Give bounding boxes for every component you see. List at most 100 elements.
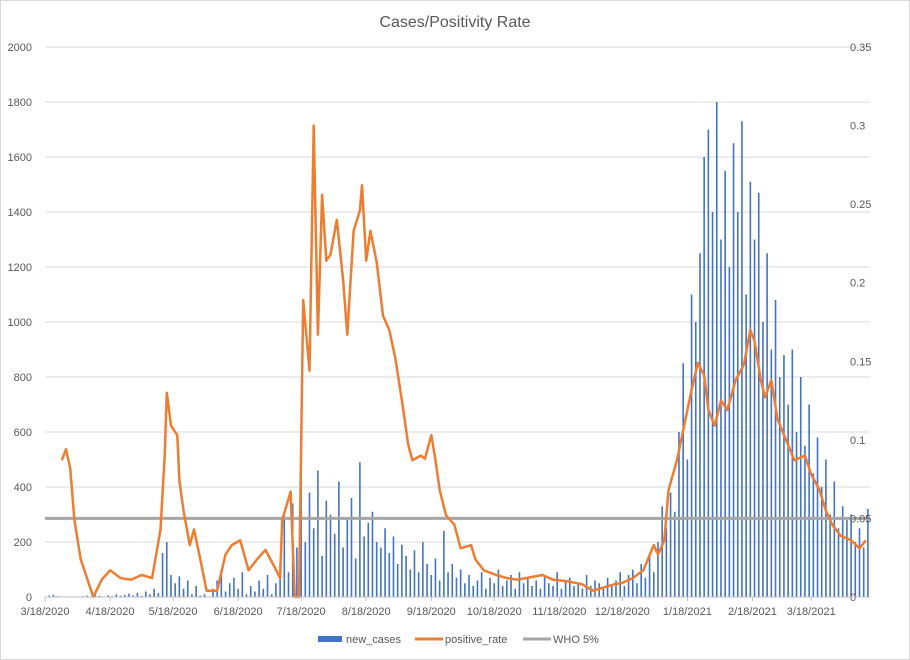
case-bar bbox=[665, 528, 668, 597]
case-bar bbox=[321, 555, 323, 597]
case-bar bbox=[556, 572, 559, 597]
case-bar bbox=[560, 588, 563, 597]
right-tick-label: 0.05 bbox=[850, 513, 871, 525]
case-bar bbox=[405, 555, 407, 597]
case-bar bbox=[657, 542, 659, 597]
case-bar bbox=[304, 542, 307, 597]
case-bar bbox=[258, 580, 260, 597]
case-bar bbox=[762, 322, 764, 597]
left-tick-label: 200 bbox=[14, 537, 32, 549]
case-bar bbox=[422, 542, 424, 597]
case-bar bbox=[275, 583, 277, 597]
case-bar bbox=[812, 473, 815, 597]
case-bar bbox=[749, 181, 752, 597]
case-bar bbox=[333, 533, 336, 597]
case-bar bbox=[153, 588, 155, 597]
x-tick-label: 6/18/2020 bbox=[214, 606, 263, 618]
case-bar bbox=[86, 595, 88, 597]
case-bar bbox=[694, 322, 697, 597]
case-bar bbox=[736, 212, 739, 597]
case-bar bbox=[539, 588, 542, 597]
case-bar bbox=[623, 586, 626, 597]
case-bar bbox=[363, 536, 365, 597]
x-tick-label: 3/18/2021 bbox=[787, 606, 836, 618]
case-bar bbox=[552, 586, 554, 597]
x-tick-label: 4/18/2020 bbox=[86, 606, 135, 618]
x-tick-label: 10/18/2020 bbox=[467, 606, 522, 618]
left-tick-label: 600 bbox=[14, 427, 32, 439]
case-bar bbox=[132, 595, 134, 597]
case-bar bbox=[699, 253, 701, 597]
case-bar bbox=[640, 564, 642, 597]
left-tick-label: 1600 bbox=[8, 152, 32, 164]
case-bar bbox=[636, 583, 638, 597]
case-bar bbox=[279, 564, 281, 597]
case-bar bbox=[195, 586, 197, 597]
case-bar bbox=[476, 580, 479, 597]
case-bar bbox=[858, 528, 861, 597]
case-bar bbox=[388, 553, 391, 597]
case-bar bbox=[409, 569, 412, 597]
case-bar bbox=[808, 404, 810, 597]
case-bar bbox=[854, 542, 857, 597]
legend-label-who: WHO 5% bbox=[553, 634, 599, 646]
legend-label-positive-rate: positive_rate bbox=[445, 634, 507, 646]
case-bar bbox=[359, 462, 361, 597]
case-bar bbox=[94, 594, 97, 597]
x-tick-label: 5/18/2020 bbox=[149, 606, 198, 618]
case-bar bbox=[569, 577, 571, 597]
case-bar bbox=[627, 575, 630, 597]
case-bar bbox=[741, 121, 743, 597]
case-bar bbox=[375, 542, 378, 597]
case-bar bbox=[590, 586, 592, 597]
case-bar bbox=[438, 580, 441, 597]
legend-label-new-cases: new_cases bbox=[346, 634, 402, 646]
case-bar bbox=[443, 531, 445, 597]
case-bar bbox=[392, 536, 395, 597]
case-bar bbox=[631, 569, 634, 597]
case-bar bbox=[254, 591, 256, 597]
case-bar bbox=[165, 542, 168, 597]
case-bar bbox=[212, 588, 214, 597]
case-bar bbox=[123, 594, 126, 597]
case-bar bbox=[795, 432, 798, 597]
case-bar bbox=[384, 528, 386, 597]
positive-rate-group bbox=[60, 124, 867, 599]
case-bar bbox=[157, 592, 160, 597]
case-bar bbox=[115, 594, 118, 597]
case-bar bbox=[367, 522, 370, 597]
case-bar bbox=[531, 586, 533, 597]
case-bar bbox=[228, 583, 231, 597]
case-bar bbox=[766, 253, 768, 597]
case-bar bbox=[548, 583, 550, 597]
case-bar bbox=[602, 588, 605, 597]
case-bar bbox=[850, 514, 852, 597]
case-bar bbox=[270, 594, 273, 597]
case-bar bbox=[510, 575, 512, 597]
case-bar bbox=[350, 498, 353, 597]
left-tick-label: 1200 bbox=[8, 262, 32, 274]
legend: new_cases positive_rate WHO 5% bbox=[318, 634, 599, 646]
case-bar bbox=[594, 580, 596, 597]
case-bar bbox=[652, 572, 655, 597]
case-bar bbox=[577, 583, 580, 597]
case-bar bbox=[619, 572, 621, 597]
case-bar bbox=[615, 580, 617, 597]
case-bar bbox=[451, 564, 454, 597]
right-axis: 0 0.05 0.1 0.15 0.2 0.25 0.3 0.35 bbox=[850, 42, 871, 604]
x-tick-label: 3/18/2020 bbox=[21, 606, 70, 618]
x-tick-label: 8/18/2020 bbox=[342, 606, 391, 618]
right-tick-label: 0.2 bbox=[850, 278, 865, 290]
chart-title: Cases/Positivity Rate bbox=[379, 14, 530, 31]
case-bar bbox=[711, 212, 714, 597]
case-bar bbox=[283, 514, 286, 597]
case-bar bbox=[472, 586, 475, 597]
case-bar bbox=[778, 377, 781, 597]
case-bar bbox=[543, 575, 546, 597]
right-tick-label: 0.3 bbox=[850, 121, 865, 133]
case-bar bbox=[312, 528, 315, 597]
case-bar bbox=[501, 586, 504, 597]
case-bar bbox=[644, 577, 647, 597]
left-tick-label: 1800 bbox=[8, 97, 32, 109]
case-bar bbox=[728, 267, 731, 597]
